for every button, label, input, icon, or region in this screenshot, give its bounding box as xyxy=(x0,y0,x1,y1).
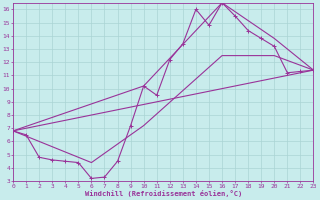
X-axis label: Windchill (Refroidissement éolien,°C): Windchill (Refroidissement éolien,°C) xyxy=(84,190,242,197)
